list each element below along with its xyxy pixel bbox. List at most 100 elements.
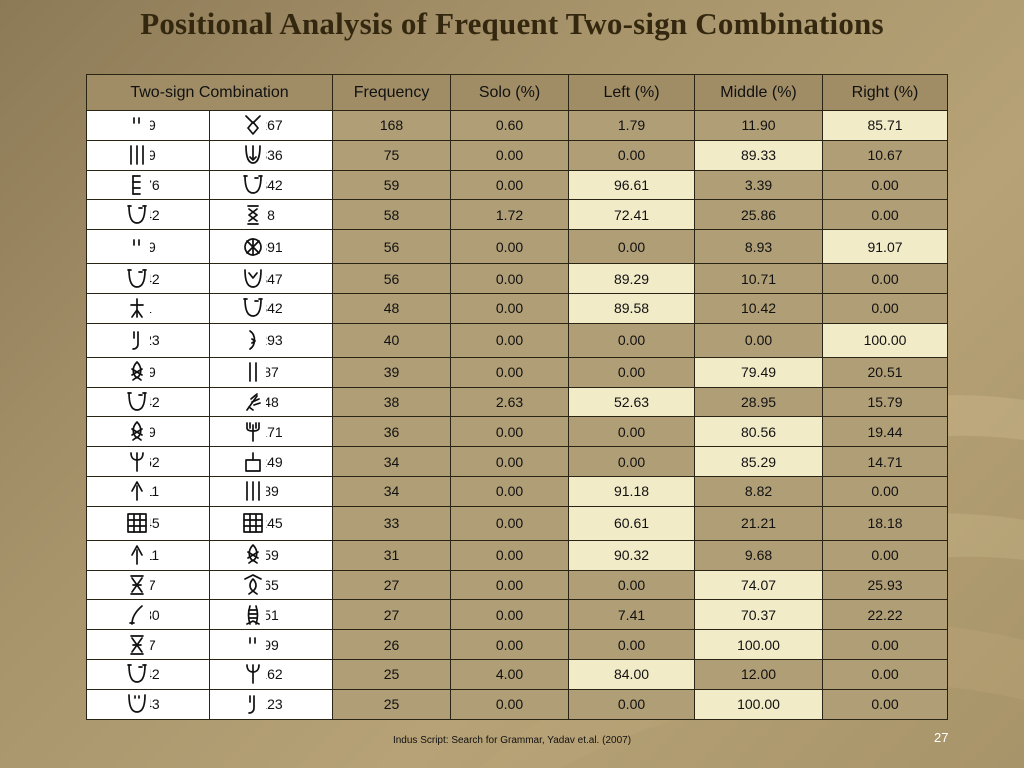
- header-frequency: Frequency: [332, 74, 452, 111]
- left-cell: 60.61: [568, 505, 696, 541]
- second-sign-cell: 162: [208, 658, 334, 690]
- solo-value: 0.00: [495, 547, 524, 564]
- right-cell: 15.79: [822, 386, 949, 418]
- solo-value: 0.00: [495, 176, 524, 193]
- right-cell: 22.22: [822, 599, 949, 631]
- second-sign-value: 87: [263, 364, 279, 381]
- middle-value: 100.00: [737, 696, 780, 713]
- middle-cell: 10.42: [694, 292, 824, 324]
- middle-cell: 100.00: [694, 629, 824, 660]
- middle-cell: 8.82: [694, 475, 824, 507]
- right-cell: 0.00: [822, 658, 949, 690]
- fish-sign-icon: [124, 419, 150, 444]
- left-cell: 0.00: [568, 446, 696, 477]
- right-cell: 0.00: [822, 539, 949, 571]
- solo-value: 0.00: [495, 147, 524, 164]
- right-cell: 19.44: [822, 416, 949, 448]
- second-sign-cell: 267: [208, 110, 334, 141]
- right-value: 20.51: [867, 364, 903, 381]
- slide-title: Positional Analysis of Frequent Two-sign…: [140, 6, 884, 41]
- left-value: 52.63: [613, 393, 650, 410]
- first-sign-cell: 123: [86, 322, 210, 358]
- right-cell: 18.18: [822, 505, 949, 541]
- middle-cell: 25.86: [694, 199, 824, 231]
- left-value: 0.00: [617, 332, 646, 349]
- solo-value: 0.00: [495, 332, 524, 349]
- right-value: 15.79: [867, 393, 903, 410]
- left-value: 96.61: [613, 176, 650, 193]
- fish-sign-icon: [124, 360, 150, 385]
- first-sign-cell: 67: [86, 629, 210, 660]
- frequency-cell: 56: [332, 229, 452, 265]
- right-cell: 0.00: [822, 263, 949, 294]
- table-row: 99391 56 0.00 0.00 8.93 91.07: [86, 229, 949, 265]
- left-value: 0.00: [617, 147, 646, 164]
- frequency-cell: 34: [332, 446, 452, 477]
- frequency-cell: 25: [332, 688, 452, 720]
- solo-value: 0.00: [495, 696, 524, 713]
- arrow-sign-icon: [124, 479, 150, 504]
- middle-value: 12.00: [740, 666, 777, 683]
- second-sign-cell: 65: [208, 569, 334, 601]
- solo-cell: 0.00: [450, 416, 570, 448]
- first-sign-cell: 342: [86, 199, 210, 231]
- first-sign-cell: 59: [86, 356, 210, 388]
- middle-cell: 8.93: [694, 229, 824, 265]
- curved-stroke-sign-icon: [124, 602, 150, 627]
- table-row: 59 87 39 0.00 0.00 79.49 20.51: [86, 356, 949, 388]
- left-cell: 7.41: [568, 599, 696, 631]
- solo-value: 0.00: [495, 300, 524, 317]
- middle-cell: 10.71: [694, 263, 824, 294]
- right-value: 0.00: [871, 636, 899, 653]
- positional-analysis-table: Two-sign Combination Frequency Solo (%) …: [85, 74, 949, 720]
- solo-cell: 0.00: [450, 629, 570, 660]
- second-sign-cell: 59: [208, 539, 334, 571]
- frequency-cell: 25: [332, 658, 452, 690]
- first-sign-cell: 99: [86, 110, 210, 141]
- right-value: 22.22: [867, 606, 903, 623]
- frequency-value: 31: [383, 547, 400, 564]
- solo-cell: 0.00: [450, 475, 570, 507]
- middle-cell: 80.56: [694, 416, 824, 448]
- solo-cell: 0.00: [450, 292, 570, 324]
- middle-cell: 28.95: [694, 386, 824, 418]
- first-sign-cell: 99: [86, 229, 210, 265]
- frequency-cell: 38: [332, 386, 452, 418]
- right-cell: 100.00: [822, 322, 949, 358]
- second-sign-cell: 51: [208, 599, 334, 631]
- middle-value: 79.49: [740, 364, 777, 381]
- second-sign-cell: 342: [208, 169, 334, 201]
- solo-value: 0.00: [495, 364, 524, 381]
- two-strokes-sign-icon: [240, 360, 266, 385]
- frequency-value: 26: [383, 636, 400, 653]
- right-value: 0.00: [871, 483, 899, 500]
- right-cell: 0.00: [822, 292, 949, 324]
- right-cell: 0.00: [822, 475, 949, 507]
- right-cell: 85.71: [822, 110, 949, 141]
- middle-cell: 74.07: [694, 569, 824, 601]
- table-row: 342347 56 0.00 89.29 10.71 0.00: [86, 263, 949, 294]
- frequency-value: 39: [383, 364, 400, 381]
- frequency-cell: 75: [332, 139, 452, 171]
- left-cell: 72.41: [568, 199, 696, 231]
- table-row: 1342 48 0.00 89.58 10.42 0.00: [86, 292, 949, 324]
- middle-value: 28.95: [740, 393, 777, 410]
- roofed-fish-sign-icon: [240, 572, 266, 597]
- man-figure-sign-icon: [124, 296, 150, 321]
- solo-value: 0.00: [495, 636, 524, 653]
- first-sign-cell: 89: [86, 139, 210, 171]
- table-row: 67 99 26 0.00 0.00 100.00 0.00: [86, 629, 949, 660]
- left-value: 90.32: [613, 547, 650, 564]
- second-sign-cell: 293: [208, 322, 334, 358]
- frequency-cell: 33: [332, 505, 452, 541]
- fish-sign-icon: [240, 543, 266, 568]
- second-sign-value: 8: [267, 206, 275, 223]
- second-sign-cell: 347: [208, 263, 334, 294]
- right-cell: 0.00: [822, 199, 949, 231]
- first-sign-cell: 1: [86, 292, 210, 324]
- solo-cell: 0.00: [450, 446, 570, 477]
- double-tick-sign-icon: [240, 632, 266, 657]
- header-right: Right (%): [822, 74, 949, 111]
- second-sign-cell: 123: [208, 688, 334, 720]
- left-value: 0.00: [617, 576, 646, 593]
